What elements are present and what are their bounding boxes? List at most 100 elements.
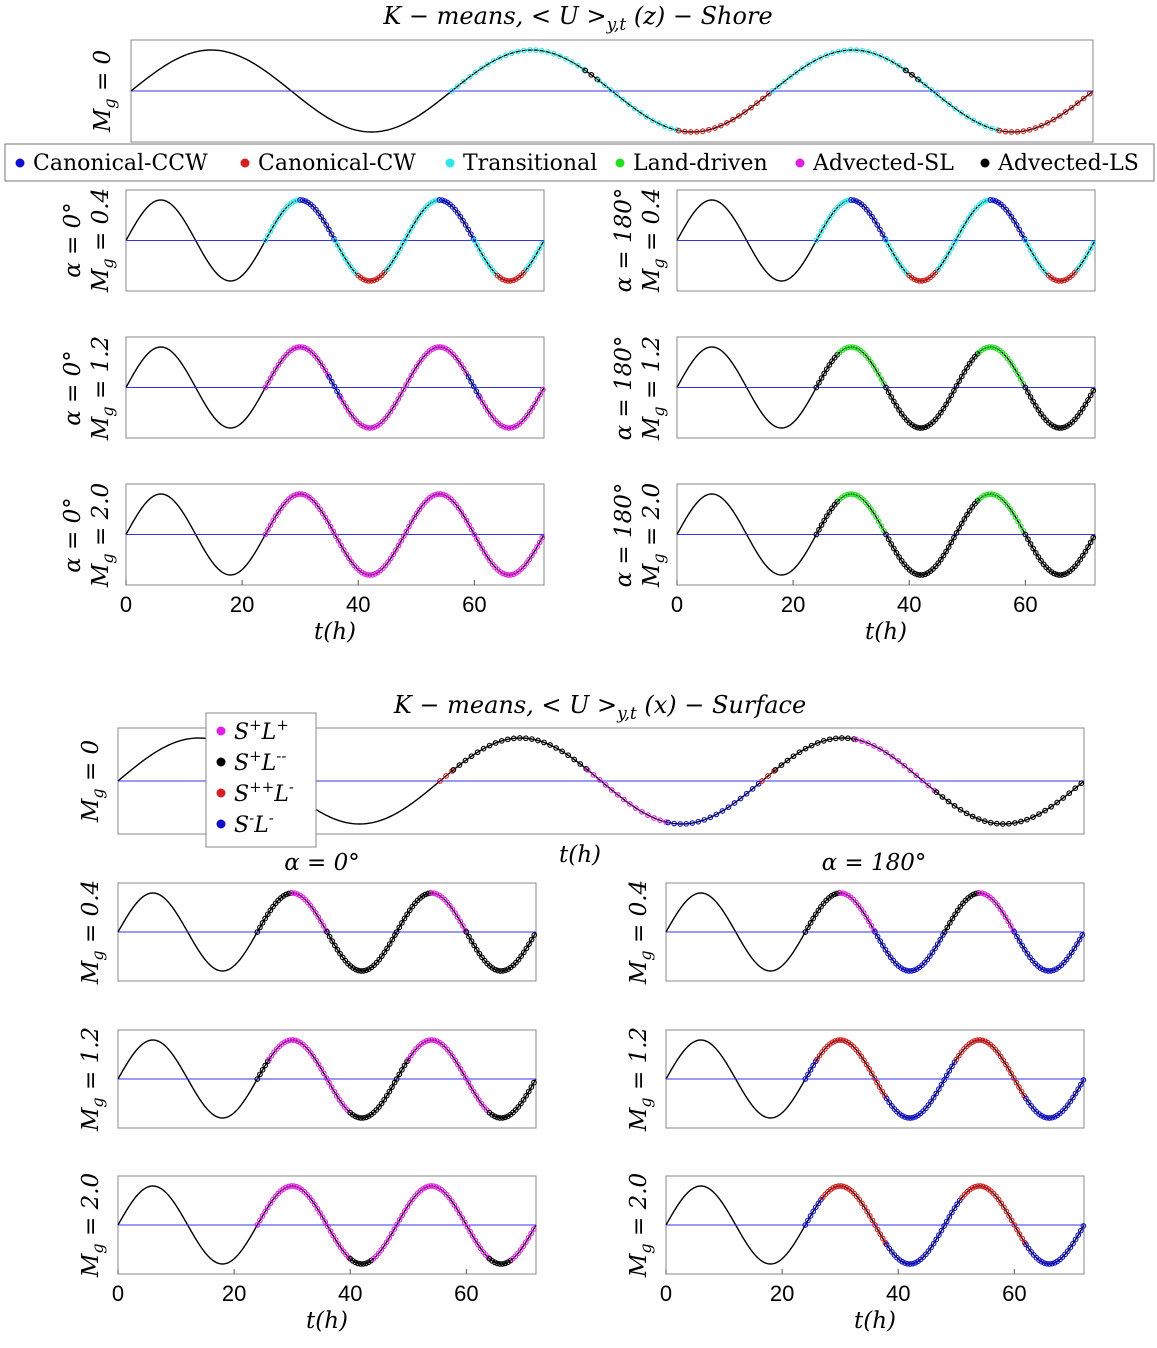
marker-Advected-SL [369,571,376,578]
marker-Advected-SL [340,547,347,553]
shore-mg0-segment-4 [769,47,908,94]
surf-a0-mg04-segment-1 [289,890,329,934]
shore-a0-mg04-segment-2 [332,237,359,277]
marker-S-L- [1067,1098,1074,1105]
marker-S+L-- [331,942,338,949]
marker-Transitional [267,228,274,234]
marker-S+L-- [262,1062,269,1069]
marker-Transitional [607,87,614,93]
marker-Transitional [896,260,902,266]
marker-Land-driven [981,492,987,499]
surf-mg0-segment-3 [665,780,762,827]
marker-Advected-LS [945,544,952,550]
marker-S-L- [954,1201,961,1208]
marker-Advected-LS [893,550,900,556]
marker-S+L-- [468,938,475,944]
marker-Transitional [649,117,656,124]
marker-S+L-- [531,1079,537,1086]
marker-Advected-SL [270,370,277,377]
marker-Advected-SL [267,522,274,528]
marker-S+L+ [313,1057,319,1064]
marker-S+L+ [584,767,591,773]
marker-Transitional [935,266,942,272]
marker-Canonical-CW [1014,128,1021,135]
marker-S+L+ [310,1053,317,1060]
marker-S+L-- [1024,816,1030,823]
marker-S-L- [1077,1227,1084,1234]
marker-Land-driven [870,363,877,369]
marker-S+L+ [426,1037,433,1044]
marker-S+L-- [528,936,535,943]
marker-S+L+ [317,1210,323,1216]
marker-S++L- [980,1183,986,1190]
marker-Advected-SL [400,533,407,539]
marker-S+L+ [866,918,872,925]
marker-S++L- [1018,1088,1025,1095]
marker-S+L+ [452,1057,459,1064]
marker-Land-driven [1017,523,1024,529]
marker-Transitional [829,50,836,56]
marker-S-L- [879,942,886,949]
marker-Land-driven [1004,502,1011,509]
marker-S+L-- [1012,820,1018,826]
marker-Advected-SL [393,547,399,553]
marker-Canonical-CW [1086,90,1093,97]
marker-S+L+ [284,1038,291,1044]
marker-Advected-SL [291,492,297,499]
marker-Advected-LS [823,366,830,372]
marker-Advected-SL [343,403,349,410]
marker-Canonical-CW [507,278,514,284]
marker-Transitional [781,78,788,85]
marker-S+L-- [970,891,977,898]
marker-Advected-SL [265,379,271,386]
marker-S-L- [933,1236,940,1243]
marker-Advected-LS [1090,387,1097,394]
marker-S+L+ [312,910,319,916]
marker-Advected-LS [826,509,833,515]
ylabel-shore-a0-mg20-mg: Mg = 2.0 [88,483,117,588]
marker-S+L-- [254,929,261,935]
marker-Advected-SL [502,571,509,578]
marker-Transitional [407,228,413,234]
shore-a180-mg04-segment-5 [952,197,993,244]
marker-Advected-LS [1077,556,1084,563]
marker-Transitional [960,223,967,230]
marker-Transitional [1077,262,1084,269]
marker-S-L- [677,821,684,827]
marker-S++L- [974,1183,981,1189]
marker-Advected-SL [364,424,370,431]
marker-S+L-- [845,735,851,742]
marker-Transitional [275,215,282,221]
marker-Transitional [502,52,509,59]
shore-a180-mg20-segment-2 [883,497,981,578]
marker-Canonical-CCW [328,231,335,238]
marker-S++L- [840,1183,847,1190]
marker-S-L- [805,1217,811,1224]
marker-S-L- [1079,932,1086,938]
marker-Advected-SL [411,514,418,521]
marker-S+L+ [323,1075,330,1081]
marker-S+L-- [510,735,517,742]
shore-a180-mg12-segment-4 [1022,384,1097,431]
marker-S-L- [904,1260,911,1267]
marker-Canonical-CCW [1018,231,1025,238]
marker-S+L-- [933,789,940,795]
marker-Advected-SL [476,541,483,547]
marker-Transitional [262,237,269,244]
marker-S-L- [930,1240,937,1247]
marker-Advected-SL [364,571,371,578]
marker-Transitional [888,247,895,253]
marker-Canonical-CW [1053,277,1060,284]
marker-Advected-SL [322,514,329,521]
marker-Advected-SL [484,554,491,560]
marker-S+L+ [657,817,663,824]
marker-Advected-LS [940,405,947,412]
marker-S+L-- [1066,790,1073,797]
ylabel-surf-a0-mg04: Mg = 0.4 [78,880,107,985]
marker-S+L+ [425,1183,432,1190]
marker-S++L- [977,1183,984,1189]
marker-S-L- [929,949,936,956]
xlabel-surf-mg0: t(h) [559,842,601,868]
marker-Land-driven [1009,510,1016,516]
marker-Advected-SL [505,572,512,578]
